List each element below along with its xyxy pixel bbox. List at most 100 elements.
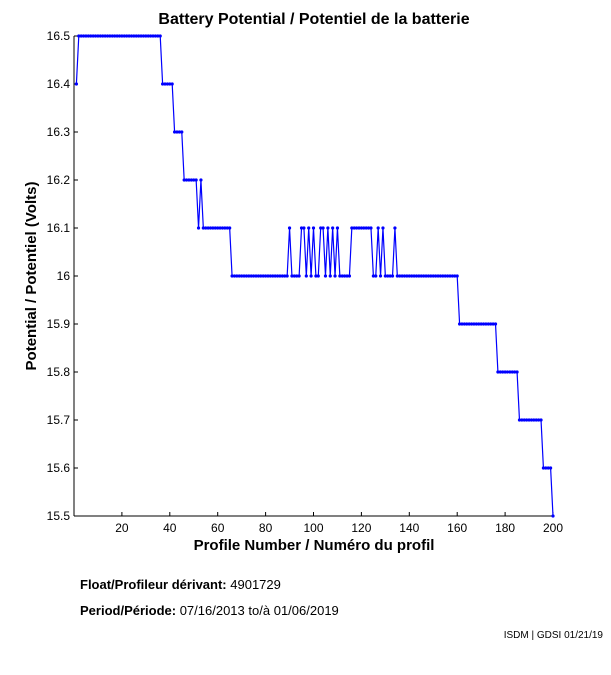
float-label: Float/Profileur dérivant: [80, 577, 227, 592]
data-point [218, 226, 222, 230]
data-point [434, 274, 438, 278]
data-point [371, 274, 375, 278]
data-point [422, 274, 426, 278]
data-point [417, 274, 421, 278]
data-point [168, 82, 172, 86]
data-point [153, 34, 158, 38]
data-point [283, 274, 287, 278]
data-point [84, 34, 88, 38]
data-point [122, 34, 126, 38]
data-point [355, 226, 359, 230]
data-point [208, 226, 213, 230]
x-tick-label: 140 [399, 521, 419, 535]
data-point [331, 226, 335, 230]
data-point [105, 34, 110, 38]
data-point [125, 34, 129, 38]
data-point [362, 226, 366, 230]
data-point [247, 274, 251, 278]
data-point [520, 418, 524, 422]
data-point [228, 226, 232, 230]
data-point [457, 322, 462, 326]
data-point [352, 226, 356, 230]
data-point [113, 34, 117, 38]
data-point [132, 34, 136, 38]
y-tick-label: 16.1 [47, 221, 71, 235]
data-point [443, 274, 447, 278]
data-point [110, 34, 114, 38]
data-point [170, 82, 174, 86]
data-point [177, 130, 181, 134]
data-point [345, 274, 349, 278]
data-point [472, 322, 476, 326]
data-point [479, 322, 483, 326]
x-tick-label: 40 [163, 521, 177, 535]
data-point [91, 34, 95, 38]
y-tick-label: 16.5 [47, 29, 71, 43]
data-point [180, 130, 184, 134]
data-point [79, 34, 83, 38]
data-point [216, 226, 220, 230]
data-point [496, 370, 500, 374]
data-point [149, 34, 153, 38]
y-axis-label: Potential / Potentiel (Volts) [23, 182, 40, 371]
float-info: Float/Profileur dérivant: 4901729 [80, 577, 281, 592]
period-label: Period/Période: [80, 603, 177, 618]
data-point [287, 226, 292, 230]
data-point [292, 274, 296, 278]
data-point [484, 322, 488, 326]
data-point [141, 34, 146, 38]
x-tick-label: 180 [495, 521, 515, 535]
data-point [462, 322, 466, 326]
data-point [278, 274, 282, 278]
data-point [398, 274, 402, 278]
to-label: to/à [248, 603, 271, 618]
data-point [108, 34, 112, 38]
data-point [117, 34, 122, 38]
data-point [448, 274, 452, 278]
data-point [359, 226, 363, 230]
data-point [347, 274, 352, 278]
data-point [273, 274, 277, 278]
y-tick-label: 15.7 [47, 413, 71, 427]
data-point [431, 274, 435, 278]
data-point [187, 178, 191, 182]
data-point [350, 226, 354, 230]
data-point [438, 274, 443, 278]
data-point [474, 322, 478, 326]
data-point [419, 274, 423, 278]
data-point [232, 274, 237, 278]
data-point [175, 130, 179, 134]
data-point [316, 274, 320, 278]
data-point [477, 322, 481, 326]
data-point [395, 274, 399, 278]
data-point [388, 274, 392, 278]
data-point [489, 322, 493, 326]
data-point [414, 274, 419, 278]
data-point [328, 274, 332, 278]
data-point [252, 274, 256, 278]
data-point [103, 34, 107, 38]
data-point [172, 130, 177, 134]
data-point [450, 274, 455, 278]
data-point [426, 274, 431, 278]
data-point [357, 226, 361, 230]
data-point [134, 34, 138, 38]
data-point [522, 418, 526, 422]
data-point [510, 370, 514, 374]
data-point [290, 274, 294, 278]
data-point [120, 34, 124, 38]
data-point [206, 226, 210, 230]
y-tick-label: 16.4 [47, 77, 71, 91]
data-point [340, 274, 344, 278]
data-point [225, 226, 229, 230]
data-point [127, 34, 131, 38]
end-date: 01/06/2019 [273, 603, 339, 618]
y-tick-label: 16 [57, 269, 71, 283]
data-point [240, 274, 244, 278]
data-point [513, 370, 517, 374]
data-point [158, 34, 162, 38]
data-point [204, 226, 208, 230]
data-point [323, 274, 328, 278]
data-point [304, 274, 308, 278]
data-point [486, 322, 490, 326]
